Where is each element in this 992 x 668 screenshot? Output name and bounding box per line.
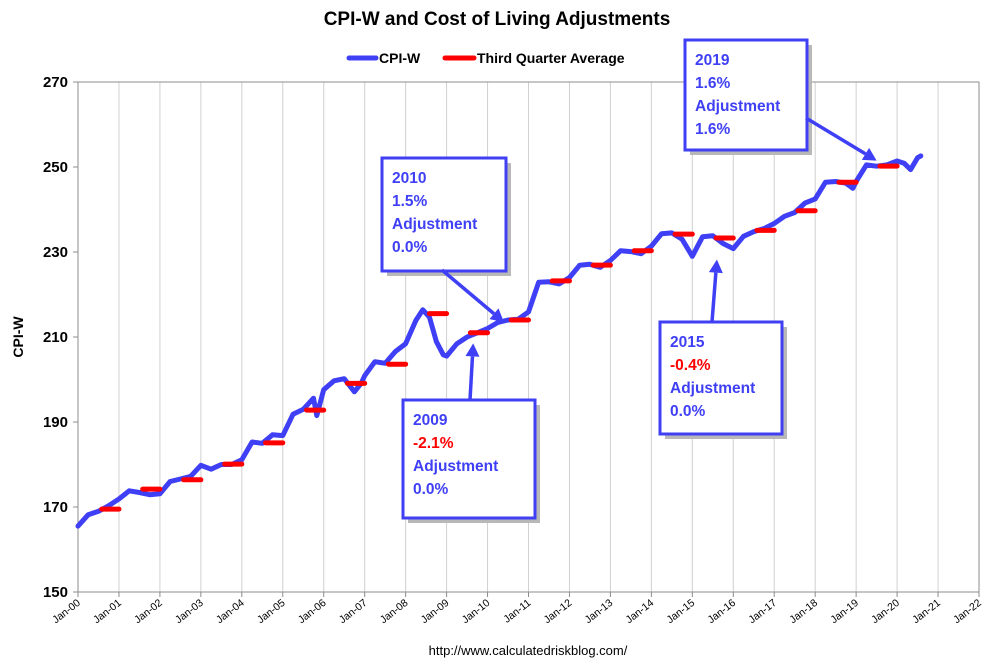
series-layer	[75, 153, 924, 529]
legend-label-cpi-w: CPI-W	[379, 50, 421, 66]
annotation-2015: 2015 -0.4% Adjustment 0.0%	[658, 259, 787, 439]
y-tick-label: 270	[43, 74, 68, 91]
annotation-year: 2009	[413, 412, 448, 429]
annotation-box	[683, 38, 809, 152]
annotation-change: -2.1%	[413, 435, 454, 452]
annotation-adjustment: 0.0%	[392, 239, 428, 256]
annotation-change: -0.4%	[670, 357, 711, 374]
annotation-box	[658, 320, 784, 436]
annotation-arrow-shaft	[805, 116, 867, 156]
annotation-arrow-head	[465, 343, 480, 357]
annotation-label: Adjustment	[695, 98, 780, 115]
annotation-label: Adjustment	[413, 458, 498, 475]
y-axis-label: CPI-W	[10, 316, 26, 358]
annotation-arrow-shaft	[468, 356, 475, 401]
annotation-arrow-head	[861, 147, 877, 161]
annotation-label: Adjustment	[392, 216, 477, 233]
annotation-year: 2010	[392, 170, 426, 187]
annotation-label: Adjustment	[670, 380, 755, 397]
annotation-adjustment: 1.6%	[695, 121, 731, 138]
y-tick-label: 150	[43, 584, 68, 601]
y-tick-label: 190	[43, 414, 68, 431]
annotation-2019: 2019 1.6% Adjustment 1.6%	[683, 38, 877, 161]
source-url: http://www.calculatedriskblog.com/	[429, 643, 628, 658]
chart-title: CPI-W and Cost of Living Adjustments	[324, 9, 671, 30]
legend: CPI-W Third Quarter Average	[346, 50, 625, 66]
annotation-arrow-head	[708, 259, 723, 274]
annotation-arrow-shaft	[440, 268, 496, 316]
annotation-arrow-head	[489, 308, 504, 323]
y-tick-label: 250	[43, 159, 68, 176]
annotation-adjustment: 0.0%	[670, 403, 706, 420]
y-tick-label: 210	[43, 329, 68, 346]
annotation-adjustment: 0.0%	[413, 481, 449, 498]
y-tick-label: 230	[43, 244, 68, 261]
annotation-2010: 2010 1.5% Adjustment 0.0%	[380, 156, 511, 323]
annotation-arrow-shaft	[710, 272, 718, 323]
annotation-box	[401, 398, 537, 520]
annotation-year: 2015	[670, 334, 705, 351]
annotations-layer: 2019 1.6% Adjustment 1.6% 2010 1.5% Adjustment…	[380, 38, 877, 523]
y-axis: 150 170 190 210 230 250 270	[43, 74, 78, 601]
legend-label-third-quarter: Third Quarter Average	[477, 50, 625, 66]
annotation-change: 1.6%	[695, 75, 731, 92]
y-tick-label: 170	[43, 499, 68, 516]
annotation-year: 2019	[695, 52, 730, 69]
annotation-box	[380, 156, 508, 273]
annotation-2009: 2009 -2.1% Adjustment 0.0%	[401, 343, 540, 523]
annotation-change: 1.5%	[392, 193, 428, 210]
